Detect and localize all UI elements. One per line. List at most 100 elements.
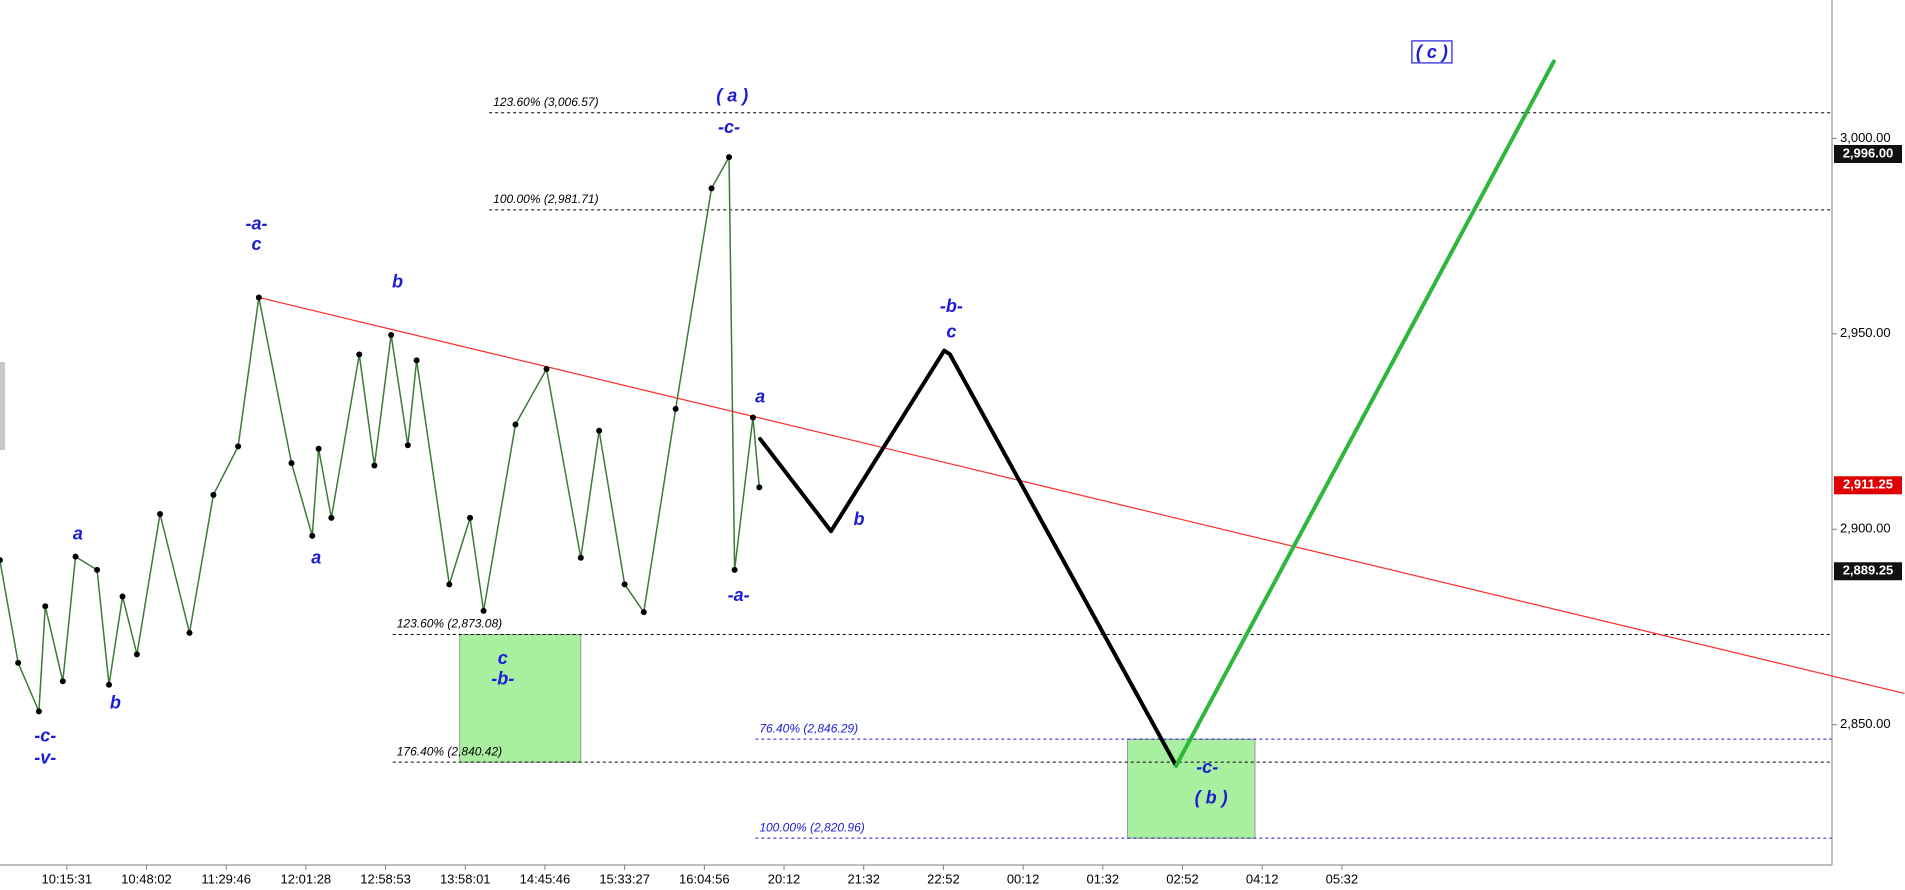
series-line [758,348,1179,768]
y-tick-label: 2,950.00 [1840,325,1891,340]
pivot-dot [371,462,378,469]
pivot-dot [640,609,647,616]
y-tick-label: 2,850.00 [1840,716,1891,731]
pivot-dot [42,603,49,610]
trendline [258,296,1905,694]
price-tag-label: 2,996.00 [1843,145,1894,160]
wave-label: ( b ) [1195,787,1228,807]
pivot-dot [708,185,715,192]
wave-label: -v- [34,747,56,767]
pivot-dot [309,532,316,539]
pivot-dot [255,294,262,301]
fib-level-label: 76.40% (2,846.29) [759,721,858,735]
x-tick-label: 00:12 [1007,871,1040,886]
wave-label: a [73,523,83,543]
x-tick-label: 13:58:01 [440,871,491,886]
pivot-dot [0,557,3,564]
target-zone [459,633,582,763]
pivot-dot [72,553,79,560]
pivot-dot [186,629,193,636]
pivot-dot [749,414,756,421]
pivot-dot [35,708,42,715]
pivot-dot [388,331,395,338]
pivot-dot [404,442,411,449]
x-tick-label: 01:32 [1087,871,1120,886]
wave-label-box [1411,40,1453,64]
pivot-dot [543,365,550,372]
pivot-dot [315,445,322,452]
wave-label: a [755,387,765,407]
pivot-dot [413,357,420,364]
fib-level-label: 100.00% (2,981.71) [493,192,598,206]
pivot-dot [235,443,242,450]
pivot-dot [133,651,140,658]
wave-label: -b- [940,296,963,316]
price-tag [1834,145,1902,164]
pivot-dot [621,581,628,588]
wave-label: b [392,272,403,292]
wave-label: b [110,693,121,713]
x-tick-label: 11:29:46 [201,871,251,886]
x-tick-label: 20:12 [768,871,801,886]
series-line [0,156,761,713]
x-tick-label: 04:12 [1246,871,1279,886]
pivot-dot [596,427,603,434]
pivot-dot [328,514,335,521]
pivot-dot [467,514,474,521]
fib-level-label: 123.60% (2,873.08) [397,617,502,631]
x-tick-label: 05:32 [1326,871,1359,886]
wave-label: c [251,234,261,254]
x-tick-label: 21:32 [847,871,880,886]
pivot-dot [157,510,164,517]
pivot-dot [512,421,519,428]
pivot-dot [577,554,584,561]
pivot-dot [210,491,217,498]
x-tick-label: 12:58:53 [360,871,411,886]
side-handle [0,362,5,450]
wave-label: -a- [245,214,267,234]
x-tick-label: 14:45:46 [520,871,571,886]
wave-label: -c- [34,726,56,746]
x-tick-label: 15:33:27 [599,871,650,886]
wave-label: c [946,321,956,341]
price-tag [1834,562,1902,581]
fib-level-label: 123.60% (3,006.57) [493,95,598,109]
wave-label: c [498,648,508,668]
wave-label: a [311,548,321,568]
series-line [1174,59,1556,768]
pivot-dot [106,681,113,688]
x-tick-label: 10:48:02 [121,871,172,886]
y-tick-label: 2,900.00 [1840,521,1891,536]
y-tick-label: 3,000.00 [1840,130,1891,145]
price-tag-label: 2,911.25 [1843,477,1893,492]
pivot-dot [672,405,679,412]
wave-label: ( c ) [1416,42,1448,62]
fib-level-label: 100.00% (2,820.96) [759,820,864,834]
target-zone [1127,738,1256,839]
x-tick-label: 02:52 [1166,871,1199,886]
wave-label: -c- [1196,757,1218,777]
price-tag [1834,476,1902,495]
wave-label: ( a ) [716,85,748,105]
pivot-dot [446,581,453,588]
pivot-dot [15,659,22,666]
pivot-dot [288,460,295,467]
fib-level-label: 176.40% (2,840.42) [397,744,502,758]
pivot-dot [731,566,738,573]
x-tick-label: 12:01:28 [281,871,332,886]
pivot-dot [59,678,66,685]
x-tick-label: 16:04:56 [679,871,730,886]
price-tag-label: 2,889.25 [1843,563,1894,578]
pivot-dot [480,607,487,614]
pivot-dot [356,351,363,358]
wave-label: -a- [728,585,750,605]
wave-label: b [853,509,864,529]
pivot-dot [756,484,763,491]
wave-label: -c- [718,117,740,137]
pivot-dot [94,566,101,573]
x-tick-label: 10:15:31 [41,871,92,886]
pivot-dot [119,593,126,600]
pivot-dot [726,154,733,161]
wave-label: -b- [491,668,514,688]
